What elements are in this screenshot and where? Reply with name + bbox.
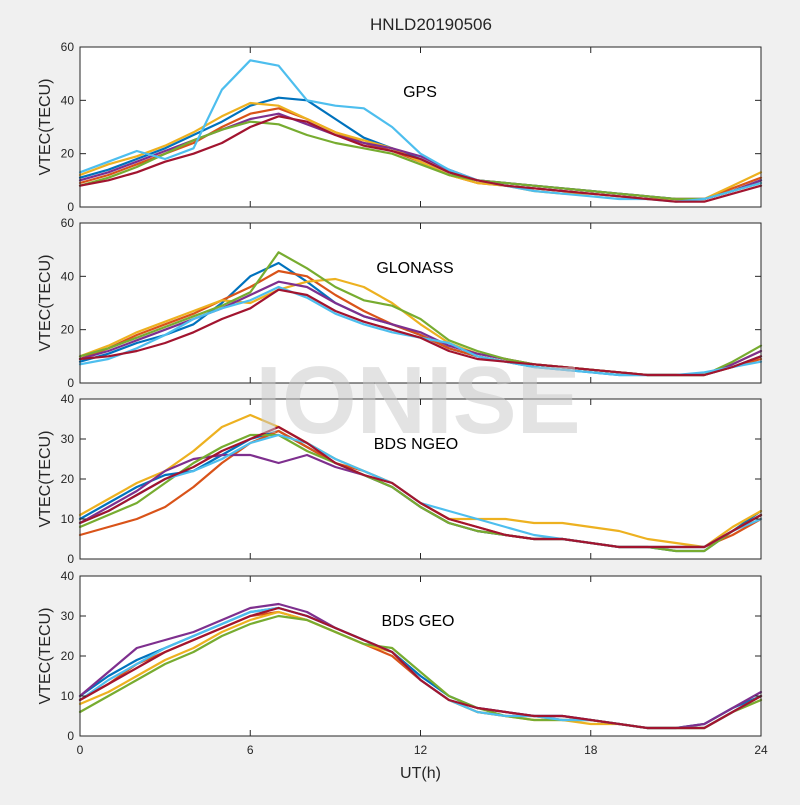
x-tick-label: 18 xyxy=(584,743,598,757)
x-tick-label: 12 xyxy=(414,743,428,757)
y-tick-label: 30 xyxy=(61,432,75,446)
y-tick-label: 40 xyxy=(61,93,75,107)
y-tick-label: 60 xyxy=(61,216,75,230)
panel-annotation: BDS GEO xyxy=(382,613,455,630)
y-tick-label: 60 xyxy=(61,40,75,54)
series-line-7 xyxy=(78,606,763,730)
y-tick-label: 20 xyxy=(61,147,75,161)
y-tick-label: 40 xyxy=(61,392,75,406)
y-tick-label: 0 xyxy=(67,552,74,566)
y-tick-label: 10 xyxy=(61,512,75,526)
series-line-7 xyxy=(78,425,763,549)
plot-area xyxy=(80,47,761,207)
subplot-1: 0 20 40 60 VTEC(TECU) GPS xyxy=(37,40,763,214)
y-axis-label: VTEC(TECU) xyxy=(37,79,54,176)
x-axis-label: UT(h) xyxy=(400,765,441,782)
subplot-2: 0 20 40 60 VTEC(TECU) GLONASS xyxy=(37,216,763,390)
y-axis-label: VTEC(TECU) xyxy=(37,431,54,528)
plot-area xyxy=(80,223,761,383)
plot-area xyxy=(80,399,761,559)
subplot-3: 0 10 20 30 40 VTEC(TECU) BDS NGEO xyxy=(37,392,763,566)
series-line-7 xyxy=(78,115,763,203)
y-tick-label: 40 xyxy=(61,569,75,583)
y-axis-label: VTEC(TECU) xyxy=(37,608,54,705)
panel-annotation: GPS xyxy=(403,84,437,101)
y-tick-label: 40 xyxy=(61,269,75,283)
plot-area xyxy=(80,576,761,736)
figure-title: HNLD20190506 xyxy=(370,15,492,34)
x-tick-label: 6 xyxy=(247,743,254,757)
y-tick-label: 30 xyxy=(61,609,75,623)
subplot-4: 0 6 12 18 24 0 10 20 30 40 VTEC(TECU) UT(h) BDS GEO xyxy=(37,569,768,782)
y-tick-label: 20 xyxy=(61,323,75,337)
y-tick-label: 0 xyxy=(67,376,74,390)
y-tick-label: 20 xyxy=(61,649,75,663)
panel-annotation: BDS NGEO xyxy=(374,436,458,453)
y-tick-label: 0 xyxy=(67,200,74,214)
series-line-7 xyxy=(78,288,763,377)
y-tick-label: 10 xyxy=(61,689,75,703)
watermark: IONISE xyxy=(255,347,580,454)
x-tick-label: 0 xyxy=(77,743,84,757)
y-tick-label: 0 xyxy=(67,729,74,743)
x-tick-label: 24 xyxy=(754,743,768,757)
series-line-5 xyxy=(78,120,763,201)
y-axis-label: VTEC(TECU) xyxy=(37,255,54,352)
y-tick-label: 20 xyxy=(61,472,75,486)
panel-annotation: GLONASS xyxy=(376,260,453,277)
